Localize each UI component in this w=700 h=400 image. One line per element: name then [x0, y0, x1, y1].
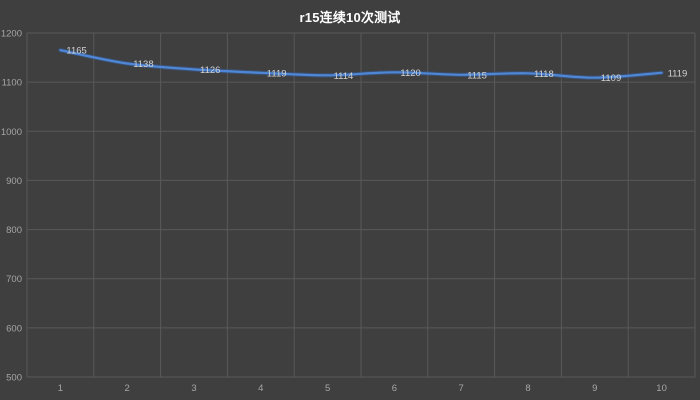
y-tick-label: 900: [6, 176, 22, 187]
data-label: 1115: [467, 70, 487, 81]
data-label: 1109: [601, 73, 621, 84]
x-tick-label: 1: [58, 383, 63, 394]
x-tick-label: 9: [592, 383, 597, 394]
x-tick-label: 7: [459, 383, 464, 394]
data-label: 1126: [200, 65, 220, 76]
x-tick-label: 2: [125, 383, 130, 394]
data-label: 1114: [334, 71, 354, 82]
y-tick-label: 500: [6, 373, 22, 384]
data-label: 1119: [267, 68, 287, 79]
y-tick-label: 1000: [1, 127, 22, 138]
y-tick-label: 1200: [1, 29, 22, 40]
x-tick-label: 8: [525, 383, 530, 394]
y-tick-label: 700: [6, 274, 22, 285]
data-label: 1165: [66, 46, 86, 57]
data-label: 1119: [668, 68, 688, 79]
data-label: 1120: [400, 68, 420, 79]
y-tick-label: 800: [6, 225, 22, 236]
data-label: 1118: [534, 69, 554, 80]
chart-title: r15连续10次测试: [299, 10, 401, 25]
y-tick-label: 1100: [2, 78, 22, 89]
x-tick-label: 6: [392, 383, 397, 394]
data-label: 1138: [133, 59, 153, 70]
x-tick-label: 5: [325, 383, 330, 394]
x-tick-label: 4: [258, 383, 263, 394]
x-tick-label: 10: [656, 383, 667, 394]
y-tick-label: 600: [6, 323, 22, 334]
x-tick-label: 3: [191, 383, 196, 394]
series-line: [59, 49, 663, 79]
